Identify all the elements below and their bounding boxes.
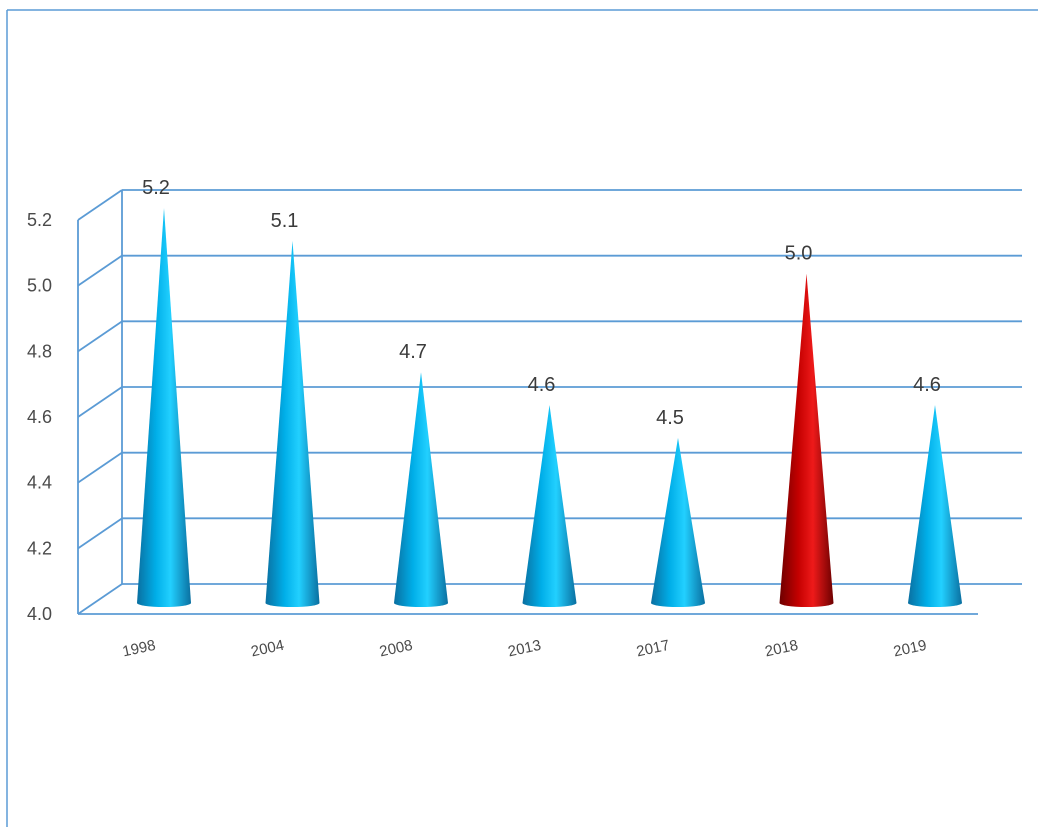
x-tick-label: 1998 [121,637,157,661]
cone-body [522,405,577,607]
x-tick-label: 2018 [763,637,799,661]
cone-body [394,372,448,607]
y-tick-label: 4.6 [27,407,52,427]
cone-2013 [522,405,577,607]
cone-body [265,240,320,608]
cone-body [651,437,705,607]
value-label: 5.0 [785,243,813,265]
cone-2019 [908,405,962,607]
value-label: 5.1 [271,210,299,232]
x-tick-label: 2019 [892,637,928,661]
grid-side-line [77,189,123,221]
cone-2008 [394,372,448,607]
x-tick-label: 2004 [249,637,285,661]
grid-side-line [77,451,123,484]
grid-side-line [77,320,123,353]
value-label: 4.7 [399,341,427,363]
grid-side-line [77,583,123,615]
cone-body [908,405,962,607]
y-tick-label: 5.2 [27,210,52,230]
cone-2017 [651,437,705,607]
cone-body [779,273,834,607]
x-tick-label: 2017 [635,637,671,661]
y-tick-label: 4.8 [27,341,52,361]
y-tick-label: 4.0 [27,604,52,624]
cone-2018 [779,273,834,607]
cone-layer [137,208,962,608]
value-label: 4.6 [528,374,556,396]
y-tick-label: 4.2 [27,538,52,558]
grid-side-line [77,386,123,418]
axis-layer [77,190,978,615]
x-tick-label: 2013 [506,637,542,661]
cone-body [137,208,191,607]
y-tick-label: 5.0 [27,276,52,296]
grid-side-line [77,254,123,287]
cone-2004 [265,240,320,608]
value-label: 4.5 [656,407,684,429]
y-tick-label: 4.4 [27,473,52,493]
label-layer: 4.0 4.2 4.4 4.6 4.8 5.0 5.2 5.2 1998 5.1 2004 4.7 20… [27,177,941,660]
grid-side-line [77,517,123,550]
value-label: 5.2 [142,177,170,199]
value-label: 4.6 [913,374,941,396]
x-tick-label: 2008 [378,637,414,661]
cone-1998 [137,208,191,607]
